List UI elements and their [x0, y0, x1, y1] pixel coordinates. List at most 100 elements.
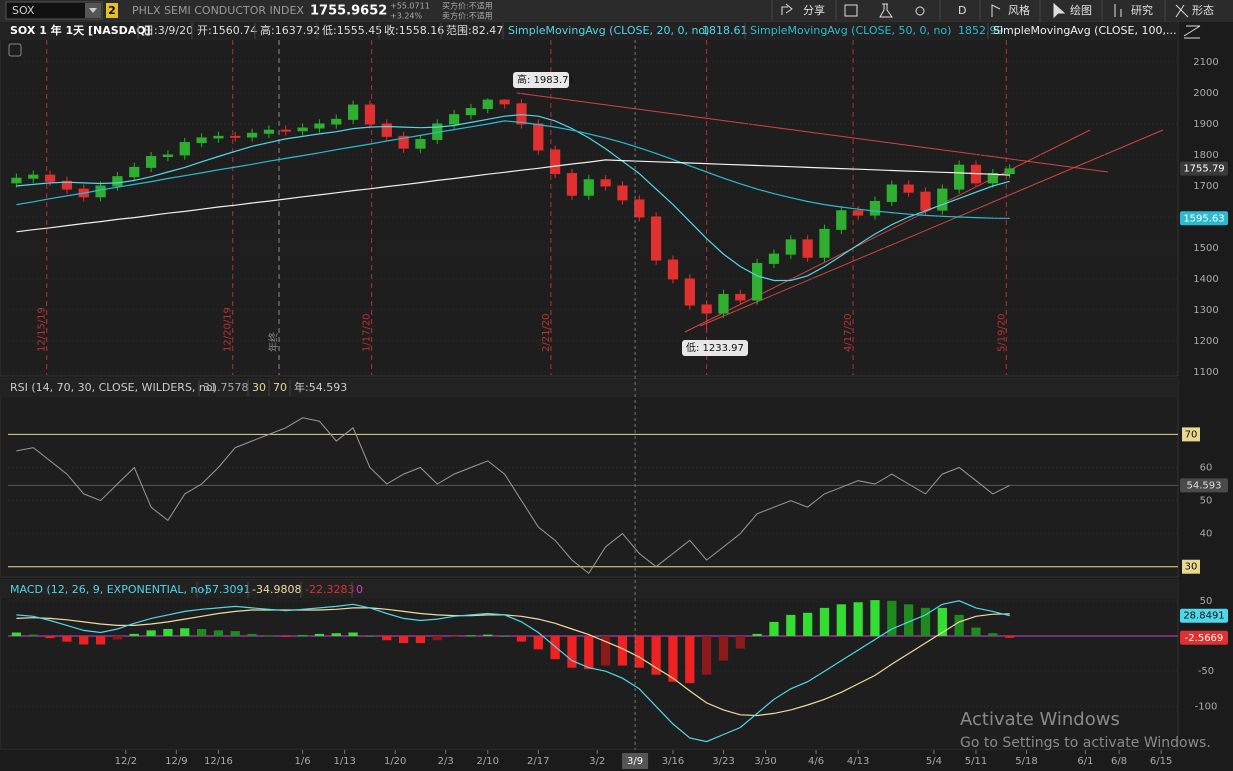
settings-icon[interactable] — [915, 6, 925, 16]
style-icon — [991, 4, 1001, 17]
x-tick-label: 4/13 — [847, 756, 869, 767]
macd-label: -2.5669 — [1185, 633, 1224, 644]
candle-body — [398, 135, 409, 149]
histogram-bar — [702, 636, 712, 675]
toolbar-button[interactable]: 风格 — [1008, 3, 1030, 17]
price-label: 1595.63 — [1183, 213, 1224, 224]
histogram-bar — [297, 635, 308, 637]
toolbar-button[interactable]: 绘图 — [1070, 3, 1092, 17]
description: PHLX SEMI CONDUCTOR INDEX — [132, 4, 304, 17]
histogram-bar — [533, 636, 543, 650]
x-tick-label: 3/16 — [662, 756, 684, 767]
readout: 开:1560.74 — [197, 24, 257, 37]
histogram-bar — [584, 636, 594, 670]
histogram-bar — [735, 636, 745, 649]
event-label: 4/17/20 — [843, 313, 854, 352]
toolbar-button[interactable]: 分享 — [803, 3, 825, 17]
event-label: 年终 — [267, 332, 280, 352]
candle-body — [718, 293, 729, 314]
x-axis — [0, 750, 1178, 771]
candle-body — [213, 135, 224, 139]
candle-body — [1004, 168, 1015, 175]
flask-icon[interactable] — [879, 3, 893, 18]
rsi-header — [0, 379, 1178, 397]
histogram-bar — [230, 631, 240, 636]
annotation: 低: 1233.97 — [686, 341, 744, 354]
x-tick-label: 3/30 — [754, 756, 776, 767]
cursor-box — [622, 753, 649, 769]
candle-body — [179, 142, 190, 156]
candle-body — [886, 184, 897, 202]
candle-body — [61, 180, 73, 190]
bid: 买方价:不适用 — [442, 1, 493, 11]
change-pct: +3.24% — [390, 12, 423, 21]
y-tick-label: 2100 — [1193, 57, 1218, 68]
macd-label-box — [1180, 630, 1228, 645]
chart-title: SOX 1 年 1天 [NASDAQ] — [10, 23, 151, 37]
chart-content: 分享 D 风格 绘图 研究 形态 SOX 1 年 1天 [NASDAQ]日:3/9/20 开:… — [0, 3, 1228, 771]
event-label: 12/15/19 — [37, 307, 48, 352]
link-badge[interactable] — [106, 3, 118, 18]
readout: -34.9808 — [252, 583, 301, 596]
level-label: 70 — [1185, 429, 1198, 440]
candle-body — [95, 185, 106, 198]
candle-body — [162, 154, 174, 158]
readout: 收:1558.16 — [384, 23, 444, 37]
macd-label-box — [1180, 608, 1228, 623]
event-label: 12/20/19 — [223, 307, 234, 352]
study-icon — [1114, 4, 1122, 17]
x-tick-label: 3/2 — [589, 756, 605, 767]
candle-body — [230, 135, 241, 138]
toolbar-button[interactable]: 形态 — [1192, 4, 1214, 17]
y-tick-label: 40 — [1200, 529, 1213, 540]
y-tick-label: 60 — [1200, 462, 1213, 473]
histogram-bar — [398, 636, 409, 644]
candle-body — [634, 199, 645, 218]
screenshot-icon[interactable] — [844, 4, 858, 17]
histogram-bar — [567, 636, 577, 668]
collapse-button[interactable] — [8, 43, 22, 57]
histogram-bar — [1005, 636, 1015, 638]
histogram-bar — [348, 632, 358, 636]
candle-body — [314, 123, 325, 129]
histogram-bar — [432, 636, 442, 641]
event-label: 1/17/20 — [362, 313, 373, 352]
x-tick-label: 2/17 — [527, 756, 549, 767]
candle-body — [987, 173, 998, 184]
candle-body — [331, 118, 342, 125]
y-tick-label: 1200 — [1193, 336, 1218, 347]
toolbar-buttons — [781, 2, 1189, 19]
histogram-bar — [887, 600, 897, 636]
readout: 年:54.593 — [294, 380, 347, 394]
histogram-bar — [180, 628, 190, 636]
price-label-box — [1180, 211, 1228, 226]
candle-body — [853, 210, 864, 216]
candle-body — [482, 99, 493, 109]
legend-entry: SimpleMovingAvg (CLOSE, 50, 0, no) — [750, 24, 951, 37]
event-label: 5/19/20 — [996, 313, 1007, 352]
symbol-box[interactable] — [5, 1, 103, 20]
macd-header — [0, 580, 1178, 598]
rsi-label-box — [1180, 478, 1228, 493]
share-icon — [781, 3, 793, 15]
candle-body — [954, 164, 965, 190]
histogram-bar — [819, 607, 830, 636]
histogram-bar — [112, 636, 123, 640]
candle-body — [11, 177, 22, 184]
legend-readout: 1852.99 — [958, 24, 1004, 37]
candle-body — [566, 173, 578, 196]
y-tick-label: 1900 — [1193, 119, 1218, 130]
histogram-bar — [466, 635, 476, 637]
candle-body — [196, 137, 207, 144]
toolbar-button[interactable]: 研究 — [1131, 3, 1153, 17]
rsi-label: 54.593 — [1187, 480, 1222, 491]
toolbar-button[interactable]: D — [958, 4, 966, 17]
candle-body — [533, 123, 544, 151]
watermark-title: Activate Windows — [960, 709, 1120, 730]
expand-icon[interactable] — [1183, 25, 1201, 39]
x-tick-label: 2/10 — [477, 756, 499, 767]
x-tick-label: 1/20 — [384, 756, 406, 767]
candle-body — [465, 107, 477, 116]
histogram-bar — [853, 602, 863, 636]
histogram-bar — [415, 636, 426, 644]
